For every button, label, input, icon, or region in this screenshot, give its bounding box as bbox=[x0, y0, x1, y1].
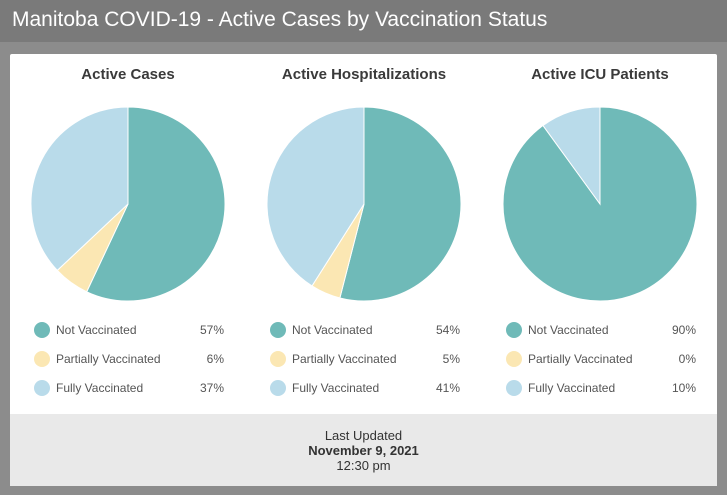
pie-slice-fully-vaccinated bbox=[266, 106, 365, 287]
pie-chart-active-hospitalizations bbox=[266, 106, 462, 302]
legend-item-partially-vaccinated: Partially Vaccinated 6% bbox=[34, 348, 224, 377]
chart-panel-active-cases: Active Cases Not Vaccinated 57% Partiall… bbox=[10, 54, 246, 414]
legend-item-not-vaccinated: Not Vaccinated 57% bbox=[34, 319, 224, 348]
legend-swatch bbox=[34, 380, 50, 396]
last-updated-time: 12:30 pm bbox=[336, 458, 391, 473]
legend-label: Fully Vaccinated bbox=[56, 381, 144, 395]
last-updated-date: November 9, 2021 bbox=[308, 443, 419, 458]
legend-swatch bbox=[34, 351, 50, 367]
legend-swatch bbox=[506, 322, 522, 338]
legend-swatch bbox=[506, 380, 522, 396]
legend-label: Not Vaccinated bbox=[528, 323, 609, 337]
pie-slice-not-vaccinated bbox=[86, 106, 226, 302]
legend-item-fully-vaccinated: Fully Vaccinated 37% bbox=[34, 377, 224, 406]
legend-value: 57% bbox=[199, 323, 224, 337]
pie-chart-active-icu-patients bbox=[502, 106, 698, 302]
legend-swatch bbox=[270, 351, 286, 367]
legend-label: Not Vaccinated bbox=[292, 323, 373, 337]
legend: Not Vaccinated 90% Partially Vaccinated … bbox=[506, 319, 696, 406]
chart-panel-active-hospitalizations: Active Hospitalizations Not Vaccinated 5… bbox=[246, 54, 482, 414]
legend-item-partially-vaccinated: Partially Vaccinated 5% bbox=[270, 348, 460, 377]
legend-label: Partially Vaccinated bbox=[292, 352, 397, 366]
legend-value: 5% bbox=[442, 352, 460, 366]
legend-swatch bbox=[506, 351, 522, 367]
pie-slice-not-vaccinated bbox=[339, 106, 462, 302]
page-title: Manitoba COVID-19 - Active Cases by Vacc… bbox=[0, 0, 727, 42]
chart-title: Active Hospitalizations bbox=[281, 66, 447, 83]
legend-value: 90% bbox=[671, 323, 696, 337]
pie-chart-active-cases bbox=[30, 106, 226, 302]
legend-label: Fully Vaccinated bbox=[528, 381, 616, 395]
legend-value: 37% bbox=[199, 381, 224, 395]
legend-swatch bbox=[34, 322, 50, 338]
legend: Not Vaccinated 54% Partially Vaccinated … bbox=[270, 319, 460, 406]
chart-title: Active ICU Patients bbox=[531, 66, 669, 83]
chart-panel-active-icu-patients: Active ICU Patients Not Vaccinated 90% P… bbox=[482, 54, 718, 414]
legend: Not Vaccinated 57% Partially Vaccinated … bbox=[34, 319, 224, 406]
legend-label: Partially Vaccinated bbox=[56, 352, 161, 366]
legend-item-partially-vaccinated: Partially Vaccinated 0% bbox=[506, 348, 696, 377]
legend-item-fully-vaccinated: Fully Vaccinated 41% bbox=[270, 377, 460, 406]
legend-label: Not Vaccinated bbox=[56, 323, 137, 337]
legend-item-not-vaccinated: Not Vaccinated 90% bbox=[506, 319, 696, 348]
legend-value: 0% bbox=[678, 352, 696, 366]
legend-item-not-vaccinated: Not Vaccinated 54% bbox=[270, 319, 460, 348]
legend-label: Partially Vaccinated bbox=[528, 352, 633, 366]
legend-value: 6% bbox=[206, 352, 224, 366]
legend-swatch bbox=[270, 380, 286, 396]
legend-swatch bbox=[270, 322, 286, 338]
pie-slice-fully-vaccinated bbox=[542, 106, 601, 206]
last-updated-label: Last Updated bbox=[324, 428, 403, 443]
legend-value: 54% bbox=[435, 323, 460, 337]
pie-slice-fully-vaccinated bbox=[30, 106, 129, 272]
chart-card: Active Cases Not Vaccinated 57% Partiall… bbox=[10, 54, 717, 486]
chart-title: Active Cases bbox=[81, 66, 175, 83]
legend-item-fully-vaccinated: Fully Vaccinated 10% bbox=[506, 377, 696, 406]
legend-value: 41% bbox=[435, 381, 460, 395]
legend-value: 10% bbox=[671, 381, 696, 395]
last-updated-footer: Last Updated November 9, 2021 12:30 pm bbox=[10, 414, 717, 486]
legend-label: Fully Vaccinated bbox=[292, 381, 380, 395]
